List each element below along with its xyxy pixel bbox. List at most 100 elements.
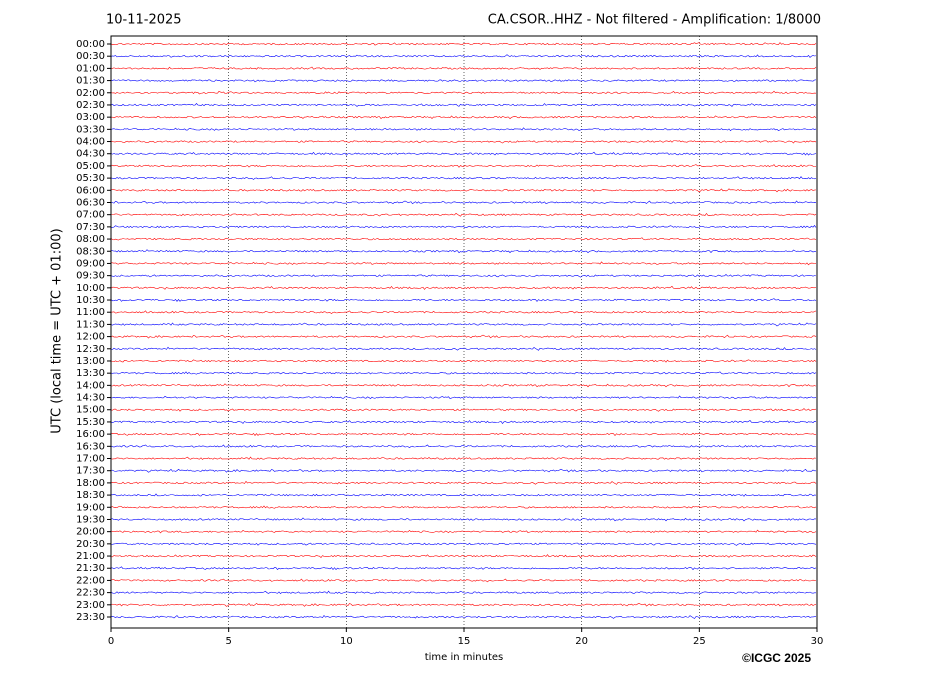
trace bbox=[110, 517, 817, 522]
y-tick-label: 22:00 bbox=[76, 575, 105, 586]
trace bbox=[110, 54, 817, 58]
chart-title: CA.CSOR..HHZ - Not filtered - Amplificat… bbox=[488, 13, 821, 28]
trace bbox=[110, 395, 817, 400]
trace bbox=[110, 590, 817, 595]
trace bbox=[110, 322, 817, 327]
y-tick-label: 12:00 bbox=[76, 332, 105, 343]
trace bbox=[110, 176, 817, 180]
x-tick-label: 5 bbox=[225, 636, 231, 647]
y-tick-label: 16:00 bbox=[76, 429, 105, 440]
y-tick-label: 17:00 bbox=[76, 454, 105, 465]
trace bbox=[110, 79, 817, 83]
y-tick-label: 14:30 bbox=[76, 393, 105, 404]
trace bbox=[110, 602, 817, 607]
y-tick-label: 23:00 bbox=[76, 600, 105, 611]
y-tick-label: 15:30 bbox=[76, 417, 105, 428]
y-tick-label: 11:30 bbox=[76, 319, 105, 330]
y-tick-label: 08:00 bbox=[76, 234, 105, 245]
trace bbox=[110, 468, 817, 473]
y-tick-label: 12:30 bbox=[76, 344, 105, 355]
y-tick-label: 19:30 bbox=[76, 514, 105, 525]
y-tick-label: 18:30 bbox=[76, 490, 105, 501]
trace bbox=[110, 66, 817, 70]
y-tick-label: 02:00 bbox=[76, 88, 105, 99]
y-tick-label: 11:00 bbox=[76, 307, 105, 318]
trace bbox=[110, 334, 817, 339]
y-tick-label: 15:00 bbox=[76, 405, 105, 416]
trace bbox=[110, 151, 817, 156]
y-tick-label: 06:30 bbox=[76, 197, 105, 208]
y-tick-label: 18:00 bbox=[76, 478, 105, 489]
y-tick-label: 04:00 bbox=[76, 137, 105, 148]
y-tick-label: 17:30 bbox=[76, 466, 105, 477]
trace bbox=[110, 90, 817, 95]
trace bbox=[110, 529, 817, 534]
y-tick-label: 06:00 bbox=[76, 185, 105, 196]
y-tick-label: 14:00 bbox=[76, 380, 105, 391]
y-tick-label: 13:30 bbox=[76, 368, 105, 379]
trace bbox=[110, 103, 817, 107]
trace bbox=[110, 408, 817, 412]
y-tick-label: 13:00 bbox=[76, 356, 105, 367]
trace bbox=[110, 127, 817, 132]
trace bbox=[110, 310, 817, 314]
y-tick-label: 00:30 bbox=[76, 51, 105, 62]
trace bbox=[110, 614, 817, 619]
y-tick-label: 05:30 bbox=[76, 173, 105, 184]
y-tick-label: 03:00 bbox=[76, 112, 105, 123]
y-tick-label: 02:30 bbox=[76, 100, 105, 111]
y-tick-label: 01:00 bbox=[76, 63, 105, 74]
trace bbox=[110, 164, 817, 168]
x-tick-label: 25 bbox=[693, 636, 706, 647]
x-tick-label: 10 bbox=[340, 636, 353, 647]
copyright: ©ICGC 2025 bbox=[742, 651, 811, 665]
trace bbox=[110, 480, 817, 485]
trace bbox=[110, 249, 817, 254]
trace bbox=[110, 371, 817, 375]
trace bbox=[110, 420, 817, 424]
y-tick-label: 21:00 bbox=[76, 551, 105, 562]
y-tick-label: 07:00 bbox=[76, 210, 105, 221]
y-tick-label: 00:00 bbox=[76, 39, 105, 50]
trace bbox=[110, 298, 817, 302]
trace bbox=[110, 432, 817, 436]
trace bbox=[110, 274, 817, 278]
y-tick-label: 20:00 bbox=[76, 527, 105, 538]
trace bbox=[110, 554, 817, 559]
trace bbox=[110, 225, 817, 229]
y-tick-label: 03:30 bbox=[76, 124, 105, 135]
y-tick-label: 20:30 bbox=[76, 539, 105, 550]
trace bbox=[110, 237, 817, 241]
y-tick-label: 01:30 bbox=[76, 76, 105, 87]
y-tick-label: 10:30 bbox=[76, 295, 105, 306]
trace bbox=[110, 139, 817, 144]
x-tick-label: 15 bbox=[458, 636, 471, 647]
x-tick-label: 20 bbox=[575, 636, 588, 647]
trace bbox=[110, 115, 817, 120]
x-tick-label: 30 bbox=[811, 636, 824, 647]
y-tick-label: 04:30 bbox=[76, 149, 105, 160]
trace bbox=[110, 200, 817, 205]
y-axis-label: UTC (local time = UTC + 01:00) bbox=[50, 228, 65, 433]
trace bbox=[110, 505, 817, 509]
trace bbox=[110, 383, 817, 388]
trace bbox=[110, 578, 817, 583]
y-tick-label: 19:00 bbox=[76, 502, 105, 513]
y-tick-label: 09:30 bbox=[76, 271, 105, 282]
trace bbox=[110, 212, 817, 217]
plot-frame bbox=[110, 35, 818, 629]
trace bbox=[110, 346, 817, 351]
y-tick-label: 21:30 bbox=[76, 563, 105, 574]
y-tick-label: 23:30 bbox=[76, 612, 105, 623]
trace bbox=[110, 261, 817, 266]
trace bbox=[110, 493, 817, 497]
trace bbox=[110, 285, 817, 290]
y-tick-label: 22:30 bbox=[76, 588, 105, 599]
y-tick-label: 08:30 bbox=[76, 246, 105, 257]
y-tick-label: 16:30 bbox=[76, 441, 105, 452]
x-tick-label: 0 bbox=[108, 636, 114, 647]
trace bbox=[110, 42, 817, 46]
date-label: 10-11-2025 bbox=[106, 13, 182, 28]
x-axis-label: time in minutes bbox=[425, 652, 504, 663]
